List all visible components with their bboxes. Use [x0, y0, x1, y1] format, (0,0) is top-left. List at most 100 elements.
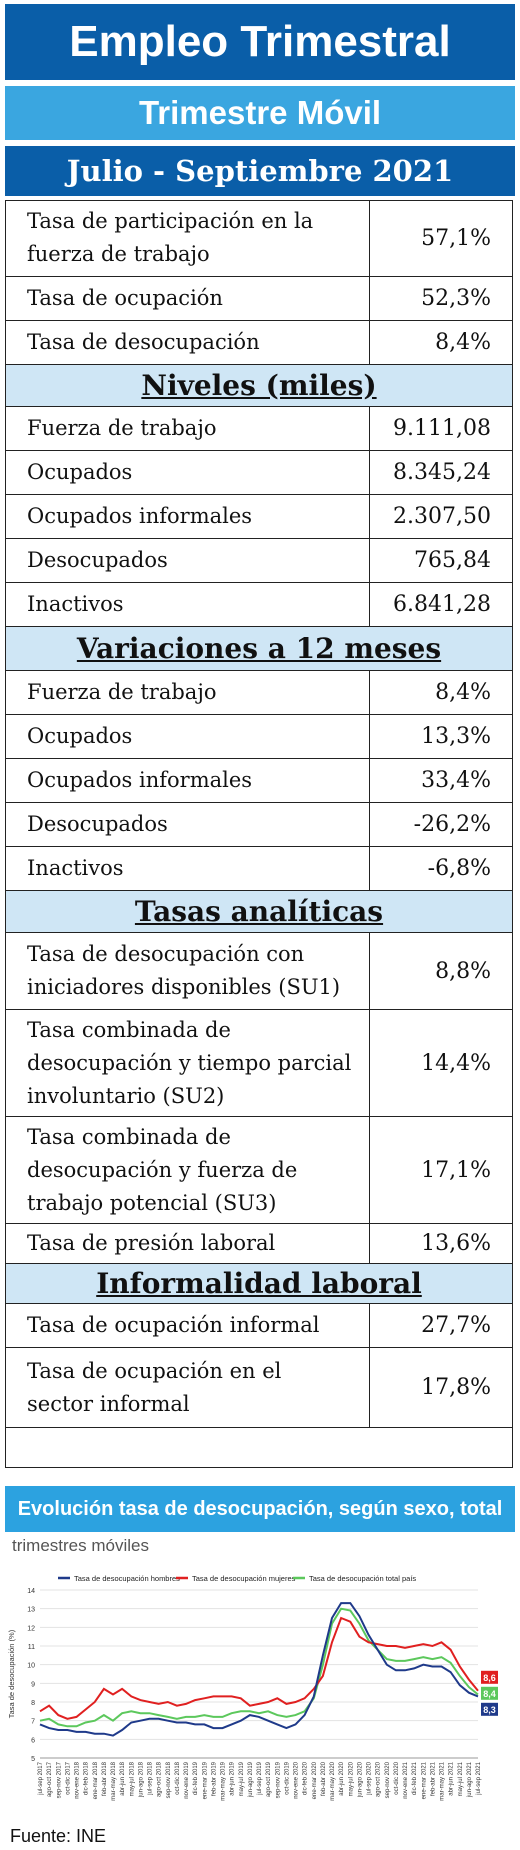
table-row: Tasa de desocupación con iniciadores dis…	[5, 933, 513, 1010]
series-line	[39, 1607, 479, 1728]
x-tick-label: jul-sep 2021	[476, 1761, 482, 1795]
section-heading: Informalidad laboral	[5, 1264, 513, 1304]
x-tick-label: jul-sep 2020	[367, 1761, 373, 1795]
row-label: Ocupados	[5, 715, 370, 758]
x-tick-label: nov-ene 2020	[294, 1761, 300, 1798]
chart-subtitle: trimestres móviles	[12, 1536, 149, 1555]
row-label: Desocupados	[5, 803, 370, 846]
x-tick-label: dic-feb 2020	[303, 1761, 309, 1795]
row-label: Inactivos	[5, 847, 370, 890]
x-tick-label: feb-abr 2021	[430, 1761, 436, 1796]
row-value: 14,4%	[421, 1050, 491, 1076]
row-label: Tasa de ocupación en el sector informal	[5, 1348, 370, 1427]
table-row: Fuerza de trabajo 8,4%	[5, 671, 513, 715]
table-row: Tasa de desocupación 8,4%	[5, 321, 513, 365]
series-line	[39, 1602, 479, 1737]
row-value: 27,7%	[421, 1313, 491, 1338]
y-tick-label: 7	[31, 1719, 35, 1726]
page-subtitle: Trimestre Móvil	[5, 86, 515, 140]
x-tick-label: may-jul 2019	[239, 1761, 245, 1796]
row-label: Desocupados	[5, 539, 370, 582]
x-tick-label: mar-may 2018	[111, 1761, 117, 1800]
x-tick-label: abr-jun 2018	[120, 1761, 126, 1795]
source-note: Fuente: INE	[10, 1826, 107, 1846]
row-label: Fuerza de trabajo	[5, 671, 370, 714]
table-row: Fuerza de trabajo 9.111,08	[5, 407, 513, 451]
table-row: Inactivos -6,8%	[5, 847, 513, 891]
unemployment-line-chart: 5 6 7 8 9 10 11 12 13 14 Tasa de desocupación (%) j…	[7, 1574, 498, 1801]
row-label: Tasa de desocupación con iniciadores dis…	[5, 933, 370, 1009]
x-tick-label: oct-dic 2018	[175, 1761, 181, 1794]
section-heading: Variaciones a 12 meses	[5, 627, 513, 671]
row-label: Ocupados informales	[5, 759, 370, 802]
x-tick-label: ago-oct 2019	[266, 1761, 272, 1797]
row-label: Ocupados informales	[5, 495, 370, 538]
x-tick-label: ene-mar 2019	[202, 1761, 208, 1799]
x-tick-label: oct-dic 2017	[65, 1761, 71, 1794]
x-tick-label: oct-dic 2020	[394, 1761, 400, 1794]
x-tick-label: dic-feb 2019	[193, 1761, 199, 1795]
x-tick-label: abr-jun 2020	[339, 1761, 345, 1795]
chart-banner: Evolución tasa de desocupación, según se…	[5, 1486, 515, 1566]
x-tick-label: mar-may 2020	[330, 1761, 336, 1800]
table-row: Desocupados -26,2%	[5, 803, 513, 847]
y-tick-label: 13	[27, 1607, 35, 1614]
x-tick-label: feb-abr 2018	[102, 1761, 108, 1796]
x-tick-label: sep-nov 2018	[166, 1761, 172, 1798]
end-label: 8,3	[483, 1705, 496, 1715]
table-row: Desocupados 765,84	[5, 539, 513, 583]
y-tick-label: 12	[27, 1625, 35, 1632]
x-tick-label: dic-feb 2018	[84, 1761, 90, 1795]
x-tick-label: ene-mar 2021	[421, 1761, 427, 1799]
row-value: 2.307,50	[393, 504, 491, 529]
y-tick-label: 11	[28, 1644, 35, 1651]
row-value: 8.345,24	[393, 460, 491, 485]
end-label: 8,6	[483, 1673, 496, 1683]
x-tick-label: may-jul 2018	[129, 1761, 135, 1796]
x-tick-label: abr-jun 2019	[230, 1761, 236, 1795]
x-tick-label: sep-nov 2017	[56, 1761, 62, 1798]
row-label: Tasa de desocupación	[5, 321, 370, 364]
row-label: Tasa de ocupación informal	[5, 1304, 370, 1347]
x-tick-label: may-jul 2020	[348, 1761, 354, 1796]
row-value: 33,4%	[421, 768, 491, 793]
section-heading: Tasas analíticas	[5, 891, 513, 933]
table-row: Tasa de ocupación informal 27,7%	[5, 1304, 513, 1348]
legend-label: Tasa de desocupación total país	[309, 1574, 416, 1583]
x-tick-label: jul-sep 2018	[148, 1761, 154, 1795]
x-tick-label: mar-may 2019	[221, 1761, 227, 1800]
x-tick-label: ago-oct 2017	[47, 1761, 53, 1797]
x-tick-label: jun-ago 2021	[467, 1761, 473, 1798]
x-tick-label: ago-oct 2020	[376, 1761, 382, 1797]
x-tick-label: may-jul 2021	[458, 1761, 464, 1796]
table-row: Tasa combinada de desocupación y tiempo …	[5, 1010, 513, 1117]
end-label-box	[481, 1686, 498, 1700]
page-title: Empleo Trimestral	[5, 4, 515, 80]
table-row: Ocupados informales 2.307,50	[5, 495, 513, 539]
x-tick-label: nov-ene 2019	[184, 1761, 190, 1798]
x-tick-label: jul-sep 2019	[257, 1761, 263, 1795]
x-tick-label: ene-mar 2018	[93, 1761, 99, 1799]
x-tick-label: sep-nov 2019	[275, 1761, 281, 1798]
row-value: 765,84	[414, 548, 491, 573]
row-label: Fuerza de trabajo	[5, 407, 370, 450]
row-label: Tasa combinada de desocupación y fuerza …	[5, 1117, 370, 1223]
row-value: 13,6%	[421, 1231, 491, 1256]
table-row: Tasa de ocupación en el sector informal 1…	[5, 1348, 513, 1428]
x-tick-label: oct-dic 2019	[284, 1761, 290, 1794]
x-tick-label: nov-ene 2021	[403, 1761, 409, 1798]
x-tick-label: jun-ago 2018	[138, 1761, 144, 1798]
table-row: Inactivos 6.841,28	[5, 583, 513, 627]
row-value: 52,3%	[421, 286, 491, 311]
y-tick-label: 14	[27, 1588, 35, 1595]
x-tick-label: jul-sep 2017	[38, 1761, 44, 1795]
x-tick-label: ago-oct 2018	[157, 1761, 163, 1797]
y-tick-label: 5	[31, 1756, 35, 1763]
table-row: Ocupados 13,3%	[5, 715, 513, 759]
table-row: Tasa de ocupación 52,3%	[5, 277, 513, 321]
row-label: Inactivos	[5, 583, 370, 626]
x-tick-label: abr-jun 2021	[449, 1761, 455, 1795]
series-line	[39, 1616, 479, 1720]
row-value: 17,8%	[421, 1375, 491, 1400]
y-tick-label: 8	[31, 1700, 35, 1707]
